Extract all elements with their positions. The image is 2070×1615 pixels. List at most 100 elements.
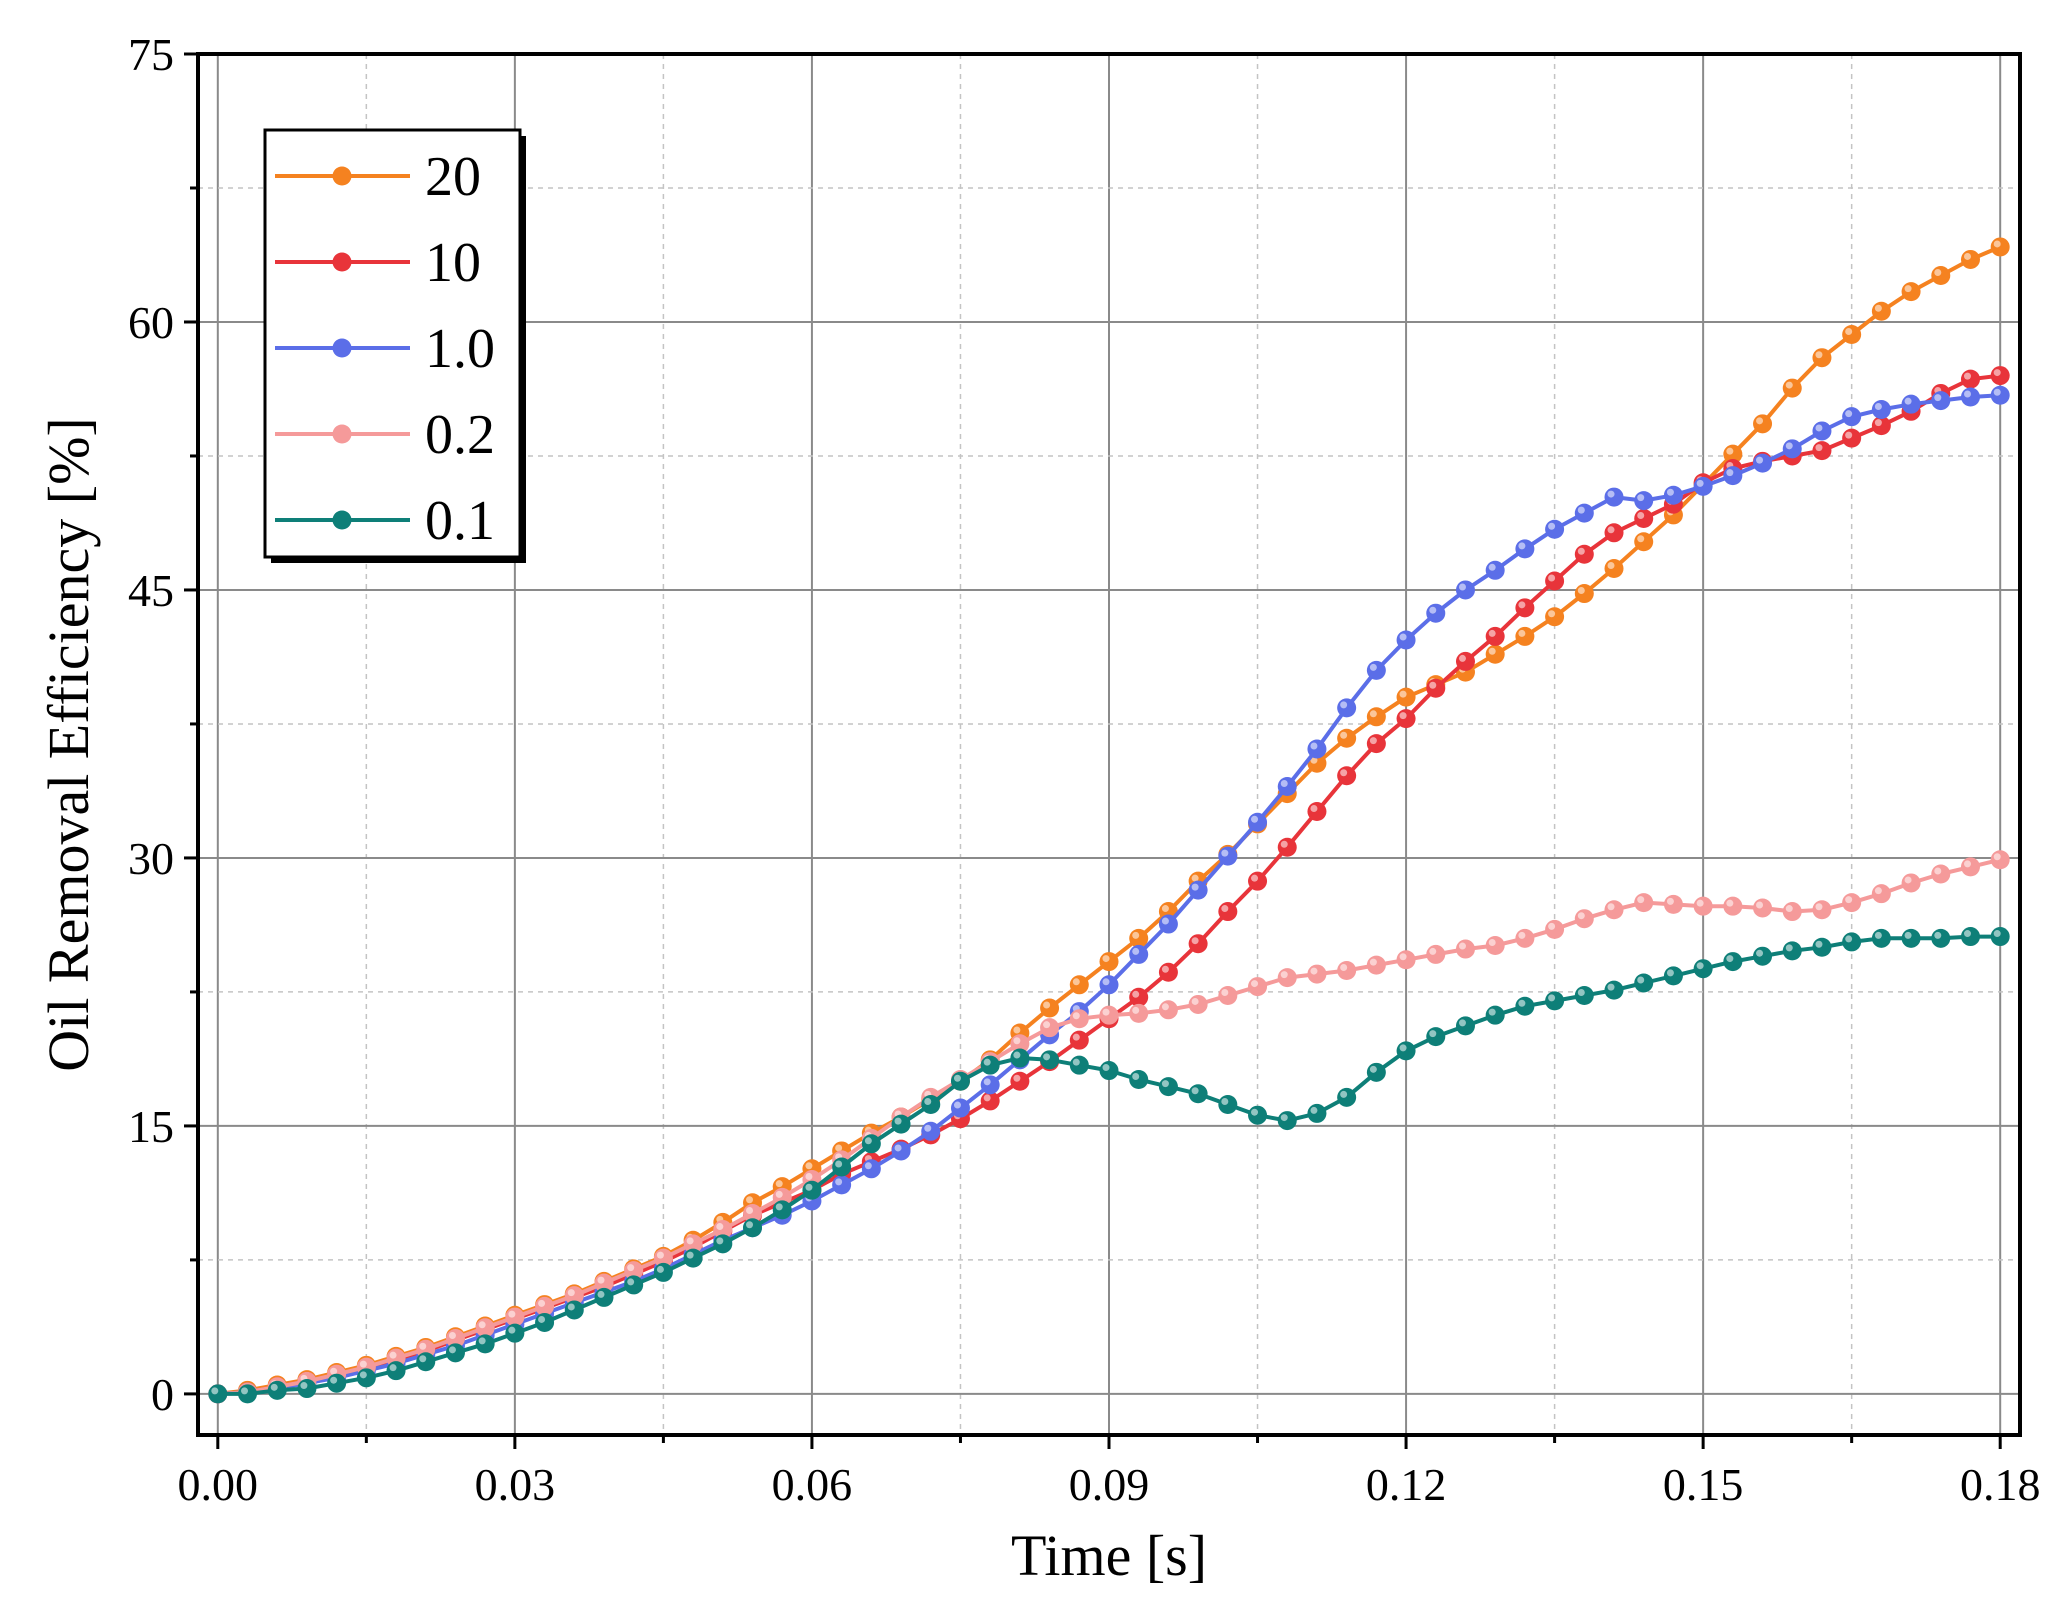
data-point <box>1515 598 1535 618</box>
data-point <box>238 1384 258 1404</box>
data-point-highlight <box>1072 1033 1080 1041</box>
data-point <box>1782 439 1802 459</box>
data-point-highlight <box>1488 629 1496 637</box>
data-point-highlight <box>597 1290 605 1298</box>
data-point-highlight <box>1904 397 1912 405</box>
data-point-highlight <box>1934 931 1942 939</box>
data-point-highlight <box>1161 965 1169 973</box>
data-point <box>1069 1055 1089 1075</box>
data-point-highlight <box>1399 1044 1407 1052</box>
data-point <box>1069 1009 1089 1029</box>
data-point <box>1782 902 1802 922</box>
data-point <box>1634 973 1654 993</box>
data-point-highlight <box>805 1173 813 1181</box>
data-point-highlight <box>1369 737 1377 745</box>
data-point-highlight <box>1607 526 1615 534</box>
data-point-highlight <box>686 1251 694 1259</box>
data-point-highlight <box>1251 815 1259 823</box>
data-point <box>1574 544 1594 564</box>
data-point-highlight <box>1310 742 1318 750</box>
data-point-highlight <box>597 1276 605 1284</box>
data-point-highlight <box>508 1310 516 1318</box>
data-point-highlight <box>1696 899 1704 907</box>
data-point-highlight <box>448 1346 456 1354</box>
data-point-highlight <box>775 1180 783 1188</box>
data-point <box>1753 453 1773 473</box>
data-point <box>980 1055 1000 1075</box>
data-point <box>980 1075 1000 1095</box>
legend-label: 0.1 <box>425 490 495 552</box>
data-point-highlight <box>1191 883 1199 891</box>
data-point-highlight <box>1904 876 1912 884</box>
data-point-highlight <box>1340 963 1348 971</box>
data-point-highlight <box>478 1337 486 1345</box>
data-point <box>1812 441 1832 461</box>
data-point <box>1960 369 1980 389</box>
data-point-highlight <box>1548 522 1556 530</box>
data-point <box>950 1071 970 1091</box>
data-point-highlight <box>1637 976 1645 984</box>
data-point <box>1366 955 1386 975</box>
data-point-highlight <box>330 1367 338 1375</box>
data-point-highlight <box>1458 942 1466 950</box>
data-point <box>1901 873 1921 893</box>
data-point-highlight <box>1607 983 1615 991</box>
data-point-highlight <box>835 1160 843 1168</box>
data-point <box>356 1368 376 1388</box>
data-point-highlight <box>1756 901 1764 909</box>
data-point-highlight <box>1369 710 1377 718</box>
data-point-highlight <box>1637 512 1645 520</box>
data-point <box>1455 939 1475 959</box>
data-point <box>1782 941 1802 961</box>
data-point-highlight <box>775 1190 783 1198</box>
data-point <box>1693 896 1713 916</box>
data-point-highlight <box>1488 563 1496 571</box>
data-point <box>445 1343 465 1363</box>
data-point-highlight <box>1072 1012 1080 1020</box>
legend-item-0.2: 0.2 <box>275 404 495 466</box>
data-point-highlight <box>805 1162 813 1170</box>
data-point-highlight <box>538 1315 546 1323</box>
data-point <box>1604 980 1624 1000</box>
data-point-highlight <box>1726 447 1734 455</box>
data-point <box>1634 532 1654 552</box>
data-point <box>1277 1111 1297 1131</box>
data-point <box>475 1334 495 1354</box>
data-point-highlight <box>1340 769 1348 777</box>
data-point <box>1812 348 1832 368</box>
data-point-highlight <box>1043 1053 1051 1061</box>
data-point <box>535 1312 555 1332</box>
data-point <box>1337 698 1357 718</box>
legend: 20 10 1.0 0.2 0.1 <box>263 128 526 563</box>
legend-item-10: 10 <box>275 232 481 294</box>
data-point-highlight <box>1993 930 2001 938</box>
data-point-highlight <box>1963 860 1971 868</box>
data-point <box>1574 503 1594 523</box>
data-point-highlight <box>1726 469 1734 477</box>
data-point-highlight <box>1161 917 1169 925</box>
data-point <box>1842 932 1862 952</box>
y-tick-label: 45 <box>128 565 174 616</box>
data-point-highlight <box>983 1058 991 1066</box>
data-point-highlight <box>1845 410 1853 418</box>
data-point-highlight <box>746 1206 754 1214</box>
data-point-highlight <box>716 1237 724 1245</box>
data-point <box>1663 894 1683 914</box>
data-point <box>1782 378 1802 398</box>
data-point-highlight <box>538 1299 546 1307</box>
data-point <box>1248 1105 1268 1125</box>
data-point <box>1396 687 1416 707</box>
data-point-highlight <box>1132 1072 1140 1080</box>
data-point-highlight <box>1815 940 1823 948</box>
data-point-highlight <box>300 1382 308 1390</box>
data-point-highlight <box>1518 601 1526 609</box>
data-point <box>1990 366 2010 386</box>
data-point-highlight <box>1221 905 1229 913</box>
data-point <box>1723 466 1743 486</box>
data-point-highlight <box>1666 897 1674 905</box>
data-point-highlight <box>1963 372 1971 380</box>
x-tick-label: 0.18 <box>1960 1459 2041 1510</box>
y-axis-title: Oil Removal Efficiency [%] <box>36 417 101 1071</box>
data-point <box>713 1234 733 1254</box>
